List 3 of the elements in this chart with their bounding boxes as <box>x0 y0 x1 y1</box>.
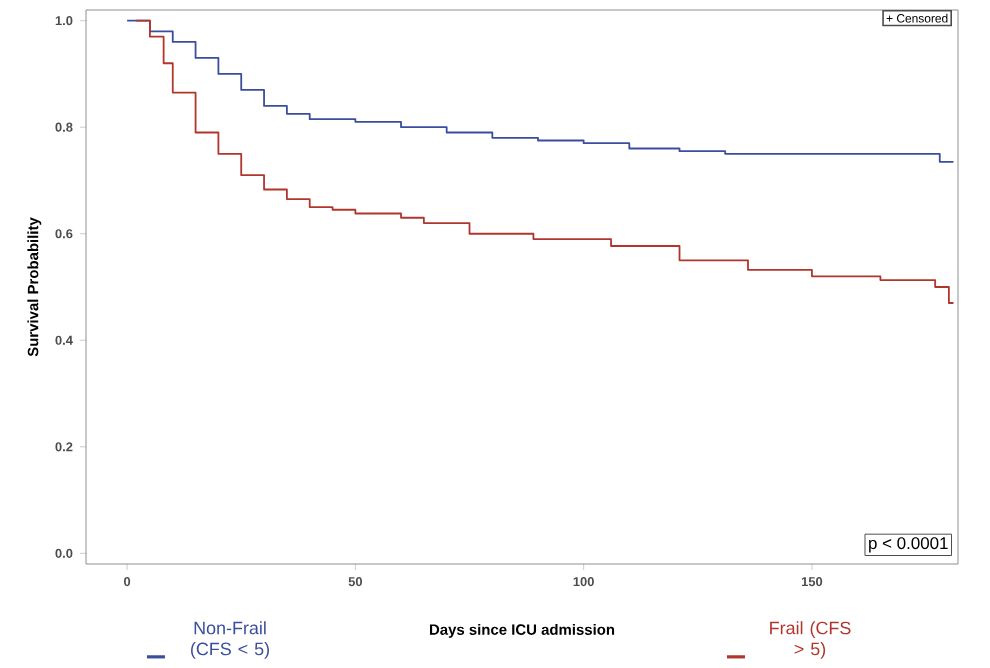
text: Non-Frail (CFS < 5) <box>191 621 269 659</box>
annotation: p < 0.0001 <box>869 537 948 553</box>
text: Frail (CFS > 5) <box>770 621 851 659</box>
